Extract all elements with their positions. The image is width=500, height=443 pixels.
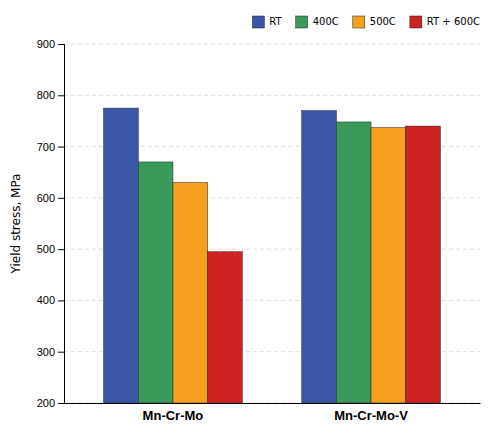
legend: RT 400C 500C RT + 600C: [252, 16, 480, 28]
x-tick: Mn-Cr-Mo-V: [334, 403, 408, 423]
y-tick: 700: [37, 141, 64, 153]
bar-series: [208, 126, 441, 403]
legend-label: RT: [269, 16, 282, 27]
x-axis-line: [65, 403, 481, 404]
bar-series: [138, 122, 371, 403]
bar: [208, 252, 243, 403]
bar: [302, 111, 337, 403]
bar: [104, 108, 139, 403]
y-tick-label: 400: [37, 294, 55, 306]
legend-item: RT: [252, 16, 282, 28]
y-tick-mark: [58, 95, 64, 96]
y-tick-label: 900: [37, 38, 55, 50]
y-tick-label: 600: [37, 192, 55, 204]
legend-label: RT + 600C: [427, 16, 480, 27]
y-tick-label: 300: [37, 346, 55, 358]
y-tick-mark: [58, 403, 64, 404]
y-tick-mark: [58, 198, 64, 199]
legend-swatch: [410, 16, 422, 28]
y-tick-mark: [58, 300, 64, 301]
plot-area: 200300400500600700800900Mn-Cr-MoMn-Cr-Mo…: [37, 38, 481, 423]
bar: [336, 122, 371, 403]
y-tick-mark: [58, 249, 64, 250]
x-tick: Mn-Cr-Mo: [143, 403, 204, 423]
x-tick-label: Mn-Cr-Mo-V: [334, 408, 408, 423]
bar: [173, 182, 208, 403]
y-tick: 400: [37, 294, 64, 306]
y-tick-mark: [58, 44, 64, 45]
y-tick: 200: [37, 397, 64, 409]
legend-swatch: [252, 16, 264, 28]
y-tick-mark: [58, 352, 64, 353]
bar: [138, 162, 173, 403]
x-tick-label: Mn-Cr-Mo: [143, 408, 204, 423]
bar-series: [173, 128, 406, 403]
grid-line: [64, 95, 480, 96]
bar-series: [104, 108, 337, 403]
bar: [371, 128, 406, 403]
y-tick-label: 700: [37, 141, 55, 153]
x-axis: Mn-Cr-Mo Mn-Cr-Mo-V: [65, 403, 481, 423]
legend-item: RT + 600C: [410, 16, 480, 28]
legend-item: 400C: [296, 16, 339, 28]
legend-swatch: [353, 16, 365, 28]
y-axis: 200 300 400 500 600 700 800 900: [37, 38, 65, 409]
y-tick: 800: [37, 89, 64, 101]
y-tick-label: 800: [37, 89, 55, 101]
grid-line: [64, 44, 480, 45]
y-tick-mark: [58, 147, 64, 148]
y-axis-line: [58, 45, 65, 404]
y-tick: 900: [37, 38, 64, 50]
legend-label: 500C: [370, 16, 396, 27]
grid: [64, 44, 480, 403]
legend-label: 400C: [313, 16, 339, 27]
y-tick-label: 500: [37, 243, 55, 255]
legend-swatch: [296, 16, 308, 28]
chart: 200300400500600700800900Mn-Cr-MoMn-Cr-Mo…: [0, 0, 500, 443]
y-tick: 600: [37, 192, 64, 204]
y-tick-label: 200: [37, 397, 55, 409]
y-tick: 300: [37, 346, 64, 358]
legend-item: 500C: [353, 16, 396, 28]
y-axis-title: Yield stress, MPa: [9, 174, 23, 275]
bar: [406, 126, 441, 403]
y-tick: 500: [37, 243, 64, 255]
bars: [104, 108, 441, 403]
